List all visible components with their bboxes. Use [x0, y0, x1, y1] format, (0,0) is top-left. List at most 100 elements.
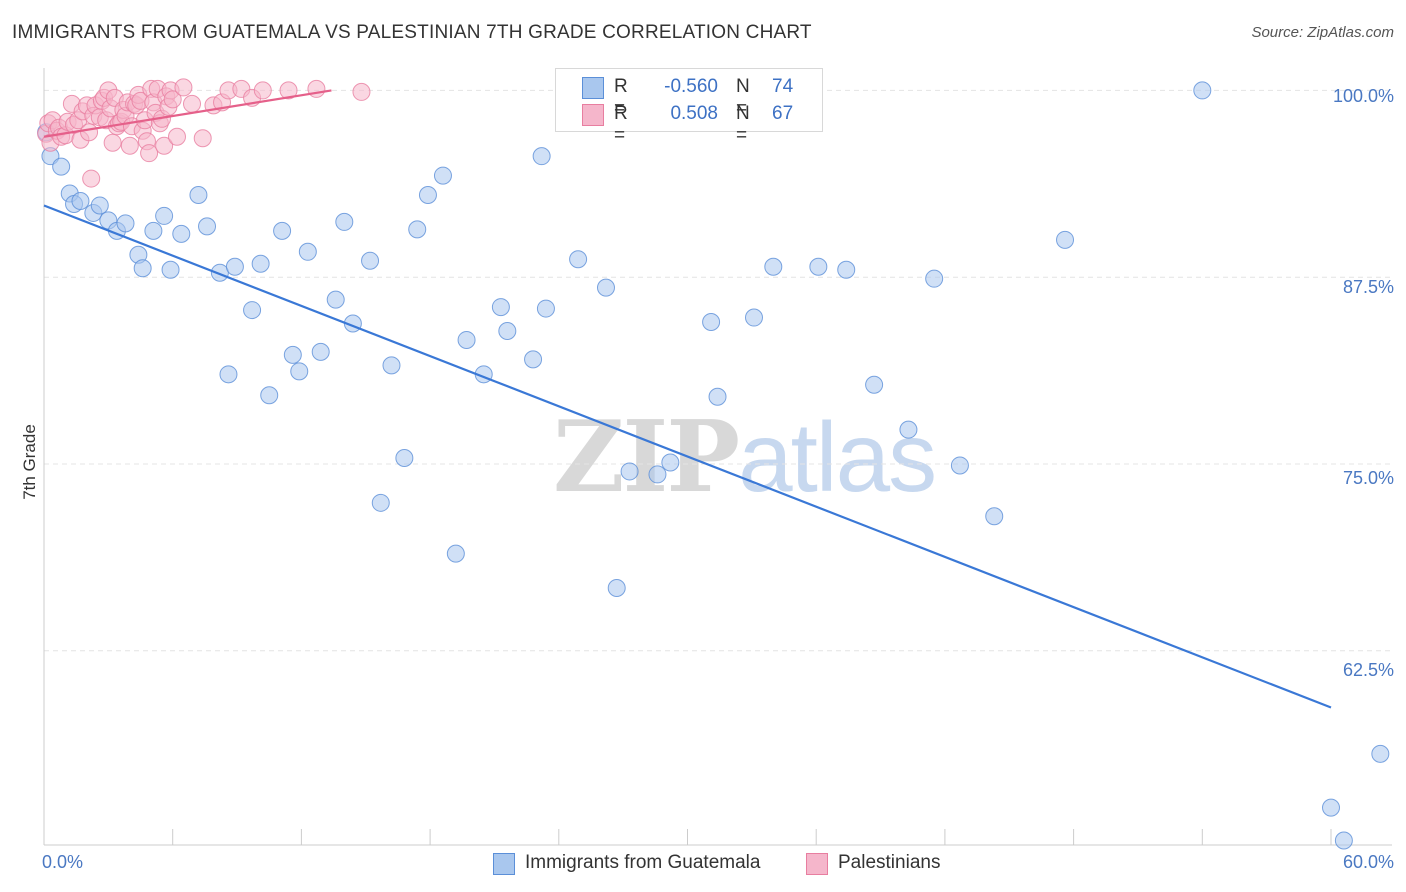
legend-label-palestinians: Palestinians [838, 852, 941, 873]
r-label: R = [614, 76, 628, 119]
guatemala-point [161, 260, 180, 279]
guatemala-point [661, 453, 680, 472]
n-value: 67 [772, 103, 794, 124]
guatemala-point [283, 345, 302, 364]
guatemala-point [1193, 81, 1212, 100]
guatemala-swatch [582, 77, 604, 99]
guatemala-point [290, 362, 309, 381]
guatemala-point [498, 321, 517, 340]
guatemala-point [116, 214, 135, 233]
guatemala-point [90, 196, 109, 215]
guatemala-point [950, 456, 969, 475]
guatemala-point [133, 259, 152, 278]
guatemala-point [702, 313, 721, 332]
y-tick-label: 75.0% [1342, 468, 1394, 488]
guatemala-point [155, 206, 174, 225]
guatemala-point [648, 465, 667, 484]
watermark-atlas: atlas [738, 402, 937, 512]
guatemala-point [925, 269, 944, 288]
guatemala-point [371, 493, 390, 512]
palestinian-trend-line [43, 89, 332, 138]
guatemala-point [144, 221, 163, 240]
legend-label-guatemala: Immigrants from Guatemala [525, 852, 761, 873]
guatemala-point [532, 147, 551, 166]
guatemala-point [382, 356, 401, 375]
guatemala-trend-line [43, 204, 1332, 709]
guatemala-point [198, 217, 217, 236]
guatemala-point [809, 257, 828, 276]
palestinian-point [253, 81, 272, 100]
guatemala-point [491, 298, 510, 317]
guatemala-point [837, 260, 856, 279]
correlation-stats-box: R = -0.560 N = 74 R = 0.508 N = 67 [555, 68, 823, 146]
guatemala-point [1371, 744, 1390, 763]
guatemala-point [361, 251, 380, 270]
palestinian-point [80, 123, 99, 142]
palestinian-point [174, 78, 193, 97]
guatemala-point [744, 308, 763, 327]
y-tick-label: 62.5% [1342, 660, 1394, 680]
guatemala-point [219, 365, 238, 384]
x-axis-min-label: 0.0% [42, 852, 84, 872]
guatemala-point [418, 186, 437, 205]
guatemala-point [1056, 230, 1075, 249]
palestinian-point [82, 169, 101, 188]
r-label: R = [614, 103, 628, 146]
palestinian-point [279, 81, 298, 100]
palestinian-point [167, 127, 186, 146]
n-value: 74 [772, 76, 794, 97]
guatemala-point [607, 578, 626, 597]
guatemala-point [298, 242, 317, 261]
guatemala-point [524, 350, 543, 369]
chart-title: IMMIGRANTS FROM GUATEMALA VS PALESTINIAN… [12, 22, 812, 43]
zipatlas-watermark: ZIPatlas [553, 400, 937, 515]
guatemala-point [52, 157, 71, 176]
r-value: -0.560 [664, 76, 718, 97]
y-tick-label: 87.5% [1342, 277, 1394, 297]
n-label: N = [736, 76, 750, 119]
guatemala-point [1322, 798, 1340, 817]
palestinian-point [163, 90, 182, 109]
guatemala-point [899, 420, 918, 439]
guatemala-point [189, 186, 208, 205]
x-axis-max-label: 60.0% [1342, 852, 1394, 872]
guatemala-point [335, 212, 354, 231]
palestinian-point [352, 82, 371, 101]
palestinian-point [193, 129, 212, 148]
guatemala-point [865, 375, 884, 394]
r-value: 0.508 [670, 103, 718, 124]
guatemala-point [172, 224, 191, 243]
palestinian-point [140, 144, 159, 163]
guatemala-point [1334, 831, 1353, 850]
guatemala-point [260, 386, 279, 405]
y-axis-label: 7th Grade [20, 424, 39, 500]
guatemala-point [71, 191, 90, 210]
palestinian-point [155, 136, 174, 155]
guatemala-point [536, 299, 555, 318]
guatemala-point [708, 387, 727, 406]
guatemala-point [326, 290, 345, 309]
legend-swatch-guatemala [493, 853, 515, 875]
watermark-zip: ZIP [553, 400, 740, 515]
guatemala-point [596, 278, 615, 297]
guatemala-point [225, 257, 244, 276]
guatemala-point [457, 330, 476, 349]
palestinian-point [103, 133, 122, 152]
guatemala-point [569, 250, 588, 269]
palestinian-point [183, 94, 202, 113]
palestinians-swatch [582, 104, 604, 126]
guatemala-point [243, 301, 262, 320]
source-label: Source: ZipAtlas.com [1251, 24, 1394, 41]
guatemala-point [433, 166, 452, 185]
guatemala-point [764, 257, 783, 276]
guatemala-point [985, 507, 1004, 526]
guatemala-point [395, 448, 414, 467]
guatemala-point [446, 544, 465, 563]
legend-swatch-palestinians [806, 853, 828, 875]
n-label: N = [736, 103, 750, 146]
guatemala-point [251, 254, 270, 273]
guatemala-point [311, 342, 330, 361]
palestinian-point [120, 136, 139, 155]
guatemala-point [408, 220, 427, 239]
